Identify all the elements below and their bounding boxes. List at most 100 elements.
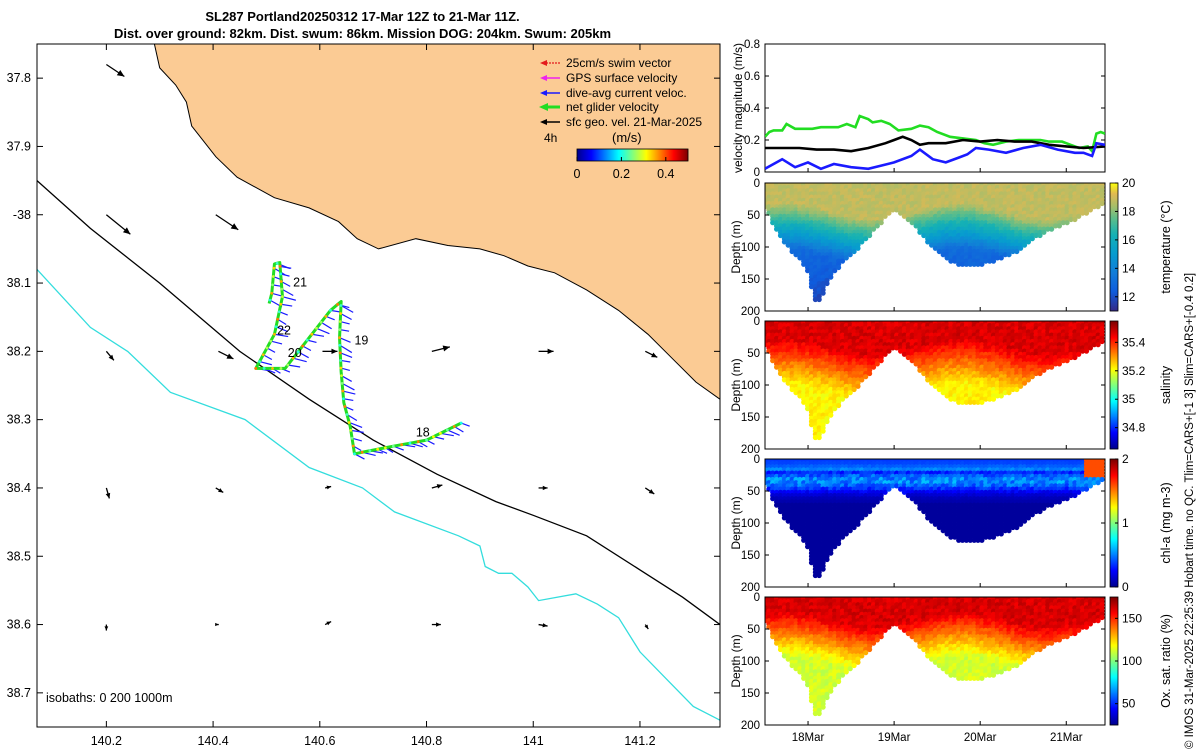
- section-colorbar-cell: [1110, 216, 1118, 218]
- colorbar-cell: [683, 149, 685, 161]
- section-colorbar-cell: [1110, 407, 1118, 409]
- section-colorbar-cell: [1110, 356, 1118, 358]
- section-colorbar-cell: [1110, 415, 1118, 417]
- legend-dive-current: dive-avg current veloc.: [540, 86, 687, 100]
- section-colorbar-cell: [1110, 222, 1118, 224]
- section-colorbar-cell: [1110, 258, 1118, 260]
- current-arrow: [215, 214, 239, 231]
- section-colorbar-cell: [1110, 445, 1118, 447]
- section-sample: [917, 505, 923, 511]
- section-colorbar-cell: [1110, 260, 1118, 262]
- colorbar-prefix: 4h: [544, 131, 557, 145]
- current-arrow-head: [108, 354, 114, 361]
- velocity-y-tick-label: 0.4: [744, 103, 761, 115]
- colorbar-cell: [618, 149, 620, 161]
- section-colorbar-cell: [1110, 344, 1118, 346]
- current-arrow-head: [542, 485, 548, 491]
- section-colorbar-cell: [1110, 185, 1118, 187]
- section-sample: [921, 370, 927, 377]
- section-colorbar-cell: [1110, 226, 1118, 228]
- section-sample: [1029, 236, 1035, 242]
- section-colorbar-cell: [1110, 349, 1118, 351]
- section-colorbar-cell: [1110, 293, 1118, 295]
- track-point: [261, 353, 265, 357]
- legend-label-gps: GPS surface velocity: [566, 71, 677, 85]
- section-colorbar-cell: [1110, 342, 1118, 344]
- velocity-line: [765, 135, 1105, 153]
- section-colorbar-cell: [1110, 288, 1118, 290]
- section-sample: [1068, 216, 1074, 223]
- colorbar-cell: [672, 149, 674, 161]
- track-point: [279, 280, 283, 283]
- section-sample: [921, 508, 927, 515]
- section-colorbar-tick-label: 18: [1122, 204, 1136, 218]
- current-arrow: [324, 620, 332, 626]
- section-colorbar-cell: [1110, 346, 1118, 348]
- dive-current-vector: [279, 311, 288, 316]
- current-arrow: [215, 622, 219, 627]
- track-point: [438, 431, 442, 435]
- track-point: [342, 397, 345, 401]
- section-sample: [867, 370, 873, 377]
- title-line-1: SL287 Portland20250312 17-Mar 12Z to 21-…: [205, 9, 520, 24]
- section-sample: [1087, 345, 1093, 351]
- track-point: [338, 320, 342, 324]
- section-sample: [975, 399, 981, 405]
- colorbar-cell: [625, 149, 627, 161]
- section-sample: [1029, 374, 1035, 380]
- colorbar-cell: [623, 149, 625, 161]
- section-colorbar-cell: [1110, 403, 1118, 405]
- section-colorbar-cell: [1110, 289, 1118, 291]
- section-colorbar-cell: [1110, 413, 1118, 415]
- colorbar-cell: [635, 149, 637, 161]
- section-colorbar-cell: [1110, 399, 1118, 401]
- colorbar-cell: [580, 149, 582, 161]
- colorbar-cell: [626, 149, 628, 161]
- section-colorbar-cell: [1110, 210, 1118, 212]
- section-colorbar-cell: [1110, 362, 1118, 364]
- colorbar-cell: [685, 149, 687, 161]
- velocity-line: [765, 141, 1105, 171]
- section-colorbar-cell: [1110, 195, 1118, 197]
- dive-current-vector: [325, 315, 335, 321]
- colorbar-cell: [660, 149, 662, 161]
- section-colorbar-cell: [1110, 264, 1118, 266]
- section-colorbar-cell: [1110, 432, 1118, 434]
- colorbar-cell: [595, 149, 597, 161]
- section-colorbar-cell: [1110, 229, 1118, 231]
- section-colorbar-cell: [1110, 368, 1118, 370]
- current-arrow-head: [215, 622, 219, 627]
- section-sample: [890, 207, 896, 213]
- section-sample: [832, 268, 838, 274]
- section-colorbar-cell: [1110, 372, 1118, 374]
- section-colorbar-cell: [1110, 410, 1118, 412]
- current-arrow-head: [104, 626, 109, 631]
- map-y-tick-label: 38.7: [7, 686, 31, 700]
- section-sample: [963, 399, 970, 405]
- colorbar-tick-label: 0: [574, 167, 581, 181]
- colorbar-cell: [677, 149, 679, 161]
- speed-colorbar: 4h (m/s) 0 0.2 0.4: [544, 130, 689, 181]
- section-colorbar-label: temperature (°C): [1159, 200, 1173, 293]
- section-colorbar-cell: [1110, 365, 1118, 367]
- section-colorbar-cell: [1110, 354, 1118, 356]
- section-colorbar-cell: [1110, 197, 1118, 199]
- section-sample: [1091, 342, 1097, 348]
- figure-title: SL287 Portland20250312 17-Mar 12Z to 21-…: [0, 8, 725, 42]
- section-colorbar-cell: [1110, 408, 1118, 410]
- colorbar-cell: [656, 149, 658, 161]
- section-y-tick-label: 100: [741, 242, 760, 254]
- isobath-label: isobaths: 0 200 1000m: [46, 691, 172, 705]
- section-sample: [917, 367, 923, 373]
- section-colorbar-cell: [1110, 249, 1118, 251]
- section-colorbar-cell: [1110, 350, 1118, 352]
- section-colorbar-cell: [1110, 255, 1118, 257]
- track-point: [271, 275, 275, 278]
- section-colorbar-cell: [1110, 308, 1118, 310]
- track-point: [269, 339, 273, 343]
- section-sample: [851, 386, 857, 393]
- section-sample: [929, 380, 935, 386]
- section-sample: [967, 261, 973, 267]
- section-colorbar-cell: [1110, 238, 1118, 240]
